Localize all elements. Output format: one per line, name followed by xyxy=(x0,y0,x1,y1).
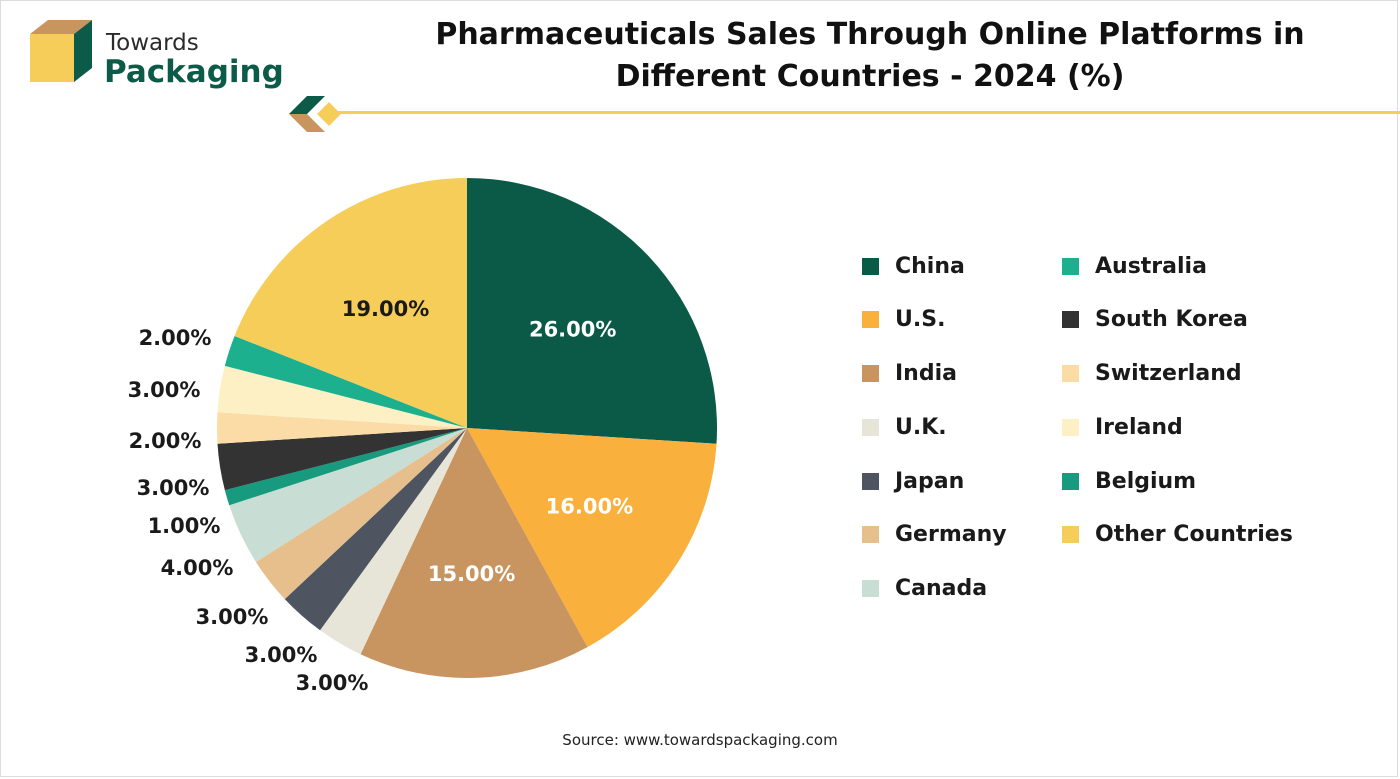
chart-legend: China Australia U.S. South Korea India Switze… xyxy=(862,248,1342,625)
legend-swatch-china xyxy=(862,257,879,275)
legend-swatch-japan xyxy=(862,472,879,490)
data-label-switzerland: 2.00% xyxy=(129,429,202,453)
legend-swatch-australia xyxy=(1062,257,1079,275)
legend-label-u-s: U.S. xyxy=(895,307,946,333)
legend-label-ireland: Ireland xyxy=(1095,414,1183,440)
data-label-japan: 3.00% xyxy=(245,643,318,667)
logo-text-packaging: Packaging xyxy=(104,54,284,90)
legend-swatch-other-countries xyxy=(1062,526,1079,544)
pie-slice-switzerland xyxy=(216,412,467,444)
legend-item-u-s: U.S. xyxy=(862,302,1062,338)
legend-label-japan: Japan xyxy=(895,468,965,494)
legend-label-u-k: U.K. xyxy=(895,414,947,440)
legend-label-belgium: Belgium xyxy=(1095,468,1197,494)
data-label-china: 26.00% xyxy=(529,318,616,342)
legend-swatch-u-k xyxy=(862,418,879,436)
data-label-belgium: 1.00% xyxy=(148,514,221,538)
data-label-india: 15.00% xyxy=(428,562,515,586)
pie-slice-china xyxy=(467,178,718,444)
diamond-divider-icon xyxy=(289,96,346,132)
pie-slice-other-countries xyxy=(234,178,467,428)
legend-item-belgium: Belgium xyxy=(1062,463,1322,499)
legend-label-switzerland: Switzerland xyxy=(1095,361,1242,387)
chart-title-line-2: Different Countries - 2024 (%) xyxy=(615,59,1125,94)
legend-item-u-k: U.K. xyxy=(862,409,1062,445)
header-divider-line xyxy=(330,111,1400,114)
logo-text-towards: Towards xyxy=(106,30,199,56)
legend-swatch-belgium xyxy=(1062,472,1079,490)
legend-item-germany: Germany xyxy=(862,517,1062,553)
legend-label-india: India xyxy=(895,361,957,387)
legend-item-china: China xyxy=(862,248,1062,284)
legend-swatch-south-korea xyxy=(1062,311,1079,329)
pie-slice-japan xyxy=(284,428,467,631)
legend-label-germany: Germany xyxy=(895,522,1007,548)
data-label-south-korea: 3.00% xyxy=(137,476,210,500)
pie-slice-u-k xyxy=(320,428,467,655)
pie-slice-belgium xyxy=(224,428,467,506)
pie-slice-ireland xyxy=(217,365,467,428)
legend-item-canada: Canada xyxy=(862,571,1062,607)
chart-title: Pharmaceuticals Sales Through Online Pla… xyxy=(380,14,1360,98)
legend-label-china: China xyxy=(895,253,965,279)
pie-slice-u-s xyxy=(467,428,717,648)
box-logo-icon xyxy=(30,20,92,82)
legend-swatch-ireland xyxy=(1062,418,1079,436)
data-label-other-countries: 19.00% xyxy=(342,297,429,321)
legend-swatch-germany xyxy=(862,526,879,544)
data-label-u-s: 16.00% xyxy=(546,495,633,519)
pie-slice-australia xyxy=(224,335,467,428)
legend-label-canada: Canada xyxy=(895,576,988,602)
data-label-ireland: 3.00% xyxy=(128,378,201,402)
legend-item-australia: Australia xyxy=(1062,248,1322,284)
legend-label-south-korea: South Korea xyxy=(1095,307,1248,333)
legend-item-other-countries: Other Countries xyxy=(1062,517,1322,553)
legend-swatch-u-s xyxy=(862,311,879,329)
data-label-u-k: 3.00% xyxy=(296,671,369,695)
data-label-canada: 4.00% xyxy=(161,556,234,580)
source-text: Source: www.towardspackaging.com xyxy=(562,731,838,749)
pie-slice-india xyxy=(360,428,588,679)
towards-packaging-logo: Towards Packaging xyxy=(26,16,286,88)
data-label-germany: 3.00% xyxy=(196,605,269,629)
legend-swatch-switzerland xyxy=(1062,365,1079,383)
legend-item-ireland: Ireland xyxy=(1062,409,1322,445)
pie-slice-germany xyxy=(255,428,467,600)
legend-item-switzerland: Switzerland xyxy=(1062,356,1322,392)
data-label-australia: 2.00% xyxy=(139,326,212,350)
legend-swatch-canada xyxy=(862,580,879,598)
pie-slice-south-korea xyxy=(217,428,467,491)
legend-item-india: India xyxy=(862,356,1062,392)
legend-label-other-countries: Other Countries xyxy=(1095,522,1293,548)
legend-label-australia: Australia xyxy=(1095,253,1207,279)
legend-item-south-korea: South Korea xyxy=(1062,302,1322,338)
legend-item-japan: Japan xyxy=(862,463,1062,499)
pie-slice-canada xyxy=(229,428,467,562)
legend-swatch-india xyxy=(862,365,879,383)
chart-title-line-1: Pharmaceuticals Sales Through Online Pla… xyxy=(435,17,1305,52)
